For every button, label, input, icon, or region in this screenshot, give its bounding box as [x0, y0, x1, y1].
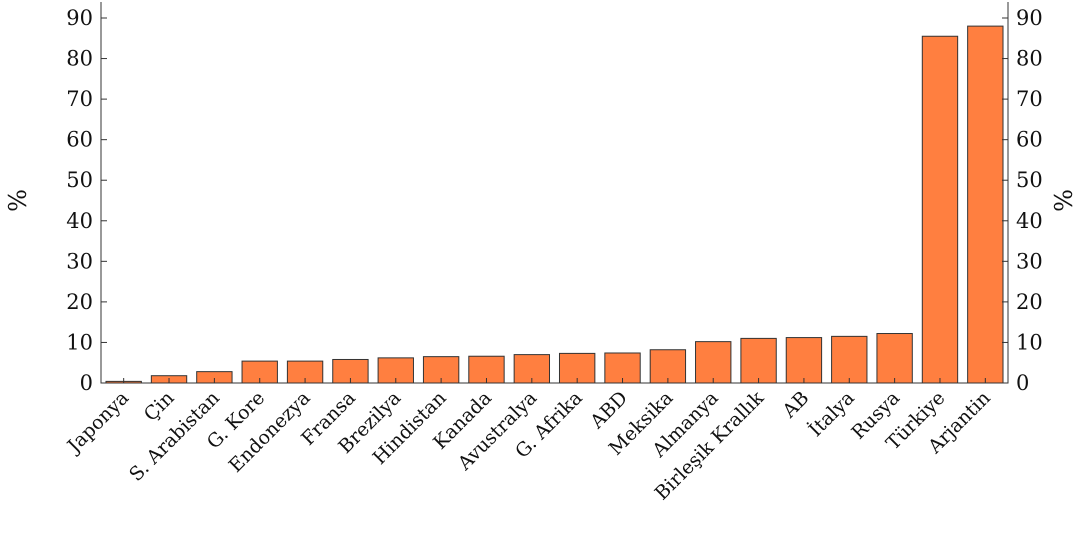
bar-19: [967, 25, 1004, 384]
bar-12: [649, 349, 687, 384]
y-tick-label-left-6: 60: [66, 128, 93, 152]
y-axis-label-right: %: [1050, 189, 1078, 212]
bar-17: [876, 333, 913, 384]
y-tick-label-right-6: 60: [1016, 128, 1043, 152]
x-tick-label-1: Çin: [140, 387, 179, 426]
y-tick-label-right-1: 10: [1016, 330, 1043, 354]
y-tick-label-left-1: 10: [66, 330, 93, 354]
right-y-axis: 0 10 20 30 40 50 60 70 80 90: [1002, 6, 1043, 395]
bars-group: [105, 25, 1004, 384]
y-tick-label-right-0: 0: [1016, 371, 1029, 395]
bar-11: [604, 352, 641, 384]
y-tick-label-left-8: 80: [66, 47, 93, 71]
plot-frame: [100, 2, 1009, 384]
y-tick-label-right-7: 70: [1016, 87, 1043, 111]
y-tick-label-left-0: 0: [80, 371, 93, 395]
bar-15: [785, 337, 823, 384]
x-tick-label-15: AB: [778, 387, 814, 423]
y-tick-label-right-4: 40: [1016, 209, 1043, 233]
axis-frame: [100, 2, 1009, 384]
y-tick-label-right-3: 30: [1016, 249, 1043, 273]
y-axis-label-left: %: [4, 189, 32, 212]
left-y-axis: 0 10 20 30 40 50 60 70 80 90: [66, 6, 107, 395]
y-tick-label-left-7: 70: [66, 87, 93, 111]
y-tick-label-left-5: 50: [66, 168, 93, 192]
bar-16: [831, 335, 868, 384]
y-tick-label-left-3: 30: [66, 249, 93, 273]
bar-18: [921, 35, 959, 384]
y-tick-label-right-9: 90: [1016, 6, 1043, 30]
bar-14: [740, 337, 777, 384]
y-tick-label-left-9: 90: [66, 6, 93, 30]
y-tick-label-right-5: 50: [1016, 168, 1043, 192]
x-tick-label-0: Japonya: [62, 387, 133, 458]
y-tick-label-right-8: 80: [1016, 47, 1043, 71]
y-tick-label-left-4: 40: [66, 209, 93, 233]
y-tick-label-left-2: 20: [66, 290, 93, 314]
bar-13: [695, 341, 732, 384]
y-tick-label-right-2: 20: [1016, 290, 1043, 314]
